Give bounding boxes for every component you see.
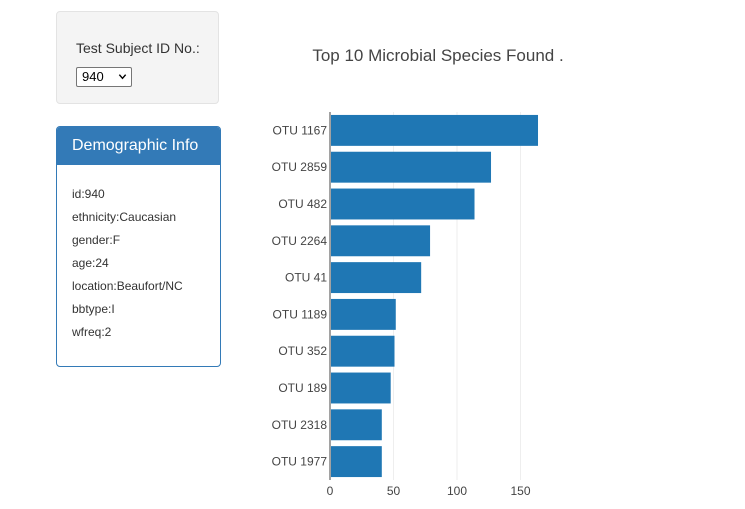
y-tick-label: OTU 1977 [272,455,328,469]
bar-otu-352[interactable] [331,335,395,367]
chart-labels: 0 50 100 150 OTU 1167 OTU 2859 OTU 482 OTU 2264… [272,123,531,498]
x-tick-label: 150 [510,484,530,498]
demographic-row-id: id:940 [72,187,105,201]
x-tick-label: 0 [327,484,334,498]
demographic-row-bbtype: bbtype:I [72,302,115,316]
x-tick-label: 100 [447,484,467,498]
y-tick-label: OTU 41 [285,271,327,285]
bar-otu-41[interactable] [331,262,422,294]
bar-otu-2318[interactable] [331,409,382,441]
demographic-info-heading: Demographic Info [57,127,220,165]
bar-otu-189[interactable] [331,372,391,404]
subject-id-label: Test Subject ID No.: [76,40,200,56]
y-tick-label: OTU 189 [278,381,327,395]
chart-title: Top 10 Microbial Species Found . [312,46,563,65]
y-tick-label: OTU 1167 [273,123,328,137]
bar-otu-2859[interactable] [331,151,492,183]
bar-otu-482[interactable] [331,188,475,220]
demographic-row-location: location:Beaufort/NC [72,279,183,293]
demographic-row-wfreq: wfreq:2 [72,325,112,339]
demographic-row-ethnicity: ethnicity:Caucasian [72,210,177,224]
bar-otu-1977[interactable] [331,446,382,478]
y-tick-label: OTU 352 [278,344,327,358]
subject-selector-well: Test Subject ID No.: 940 [56,11,219,104]
chart-bars [331,114,539,478]
demographic-info-body: id:940 ethnicity:Caucasian gender:F age:… [57,165,220,346]
y-tick-label: OTU 482 [278,197,327,211]
bar-otu-2264[interactable] [331,225,431,257]
y-tick-label: OTU 2264 [272,234,328,248]
subject-id-selected-value: 940 [82,69,104,84]
x-tick-label: 50 [387,484,401,498]
y-tick-label: OTU 1189 [273,307,328,321]
bar-otu-1189[interactable] [331,298,396,330]
y-tick-label: OTU 2859 [272,160,328,174]
bar-otu-1167[interactable] [331,114,539,146]
y-tick-label: OTU 2318 [272,418,328,432]
demographic-row-age: age:24 [72,256,109,270]
chevron-down-icon [118,74,127,80]
demographic-info-panel: Demographic Info id:940 ethnicity:Caucas… [56,126,221,367]
subject-id-select[interactable]: 940 [76,67,132,87]
demographic-row-gender: gender:F [72,233,121,247]
